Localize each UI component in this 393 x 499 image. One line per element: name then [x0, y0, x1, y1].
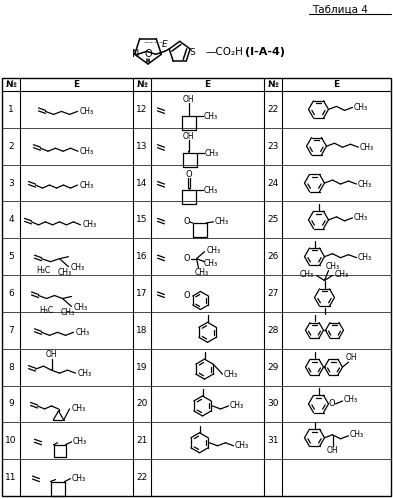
Text: O: O	[328, 400, 335, 409]
Text: CH₃: CH₃	[72, 405, 86, 414]
Text: 1: 1	[8, 105, 14, 114]
Text: (I-A-4): (I-A-4)	[245, 47, 285, 57]
Text: 12: 12	[136, 105, 148, 114]
Text: O: O	[185, 170, 192, 179]
Text: №: №	[6, 80, 17, 89]
Text: N: N	[132, 49, 140, 59]
Text: O: O	[183, 254, 190, 263]
Text: CH₃: CH₃	[343, 395, 358, 405]
Text: CH₃: CH₃	[204, 259, 218, 268]
Text: 26: 26	[267, 252, 279, 261]
Text: O: O	[144, 49, 152, 59]
Bar	[2, 78, 391, 496]
Text: CH₃: CH₃	[235, 441, 248, 450]
Text: ~~~~: ~~~~	[144, 40, 165, 45]
Text: 22: 22	[136, 473, 148, 482]
Text: CH₃: CH₃	[77, 369, 92, 378]
Text: CH₃: CH₃	[61, 308, 75, 317]
Text: CH₃: CH₃	[83, 221, 97, 230]
Text: CH₃: CH₃	[73, 303, 88, 312]
Text: CH₃: CH₃	[360, 143, 374, 152]
Text: 18: 18	[136, 326, 148, 335]
Text: CH₃: CH₃	[75, 328, 90, 337]
Text: 15: 15	[136, 216, 148, 225]
Text: №: №	[268, 80, 278, 89]
Text: CH₃: CH₃	[215, 218, 229, 227]
Text: 4: 4	[8, 216, 14, 225]
Text: 17: 17	[136, 289, 148, 298]
Text: CH₃: CH₃	[206, 246, 220, 255]
Text: 23: 23	[267, 142, 279, 151]
Text: 25: 25	[267, 216, 279, 225]
Text: 20: 20	[136, 400, 148, 409]
Text: CH₃: CH₃	[79, 107, 94, 116]
Text: 24: 24	[267, 179, 279, 188]
Text: CH₃: CH₃	[204, 186, 218, 195]
Text: CH₃: CH₃	[204, 149, 219, 158]
Text: CH₃: CH₃	[358, 180, 371, 189]
Text: CH₃: CH₃	[353, 103, 367, 112]
Text: CH₃: CH₃	[204, 112, 218, 121]
Text: CH₃: CH₃	[353, 214, 367, 223]
Text: 6: 6	[8, 289, 14, 298]
Text: H₃C: H₃C	[37, 266, 51, 275]
Text: CH₃: CH₃	[195, 268, 209, 277]
Text: 9: 9	[8, 400, 14, 409]
Text: CH₃: CH₃	[349, 430, 364, 439]
Text: E: E	[73, 80, 79, 89]
Text: 28: 28	[267, 326, 279, 335]
Text: CH₃: CH₃	[70, 263, 84, 272]
Text: 11: 11	[5, 473, 17, 482]
Text: 22: 22	[267, 105, 279, 114]
Text: 5: 5	[8, 252, 14, 261]
Text: 13: 13	[136, 142, 148, 151]
Text: CH₃: CH₃	[80, 147, 94, 156]
Text: 30: 30	[267, 400, 279, 409]
Text: CH₃: CH₃	[230, 402, 244, 411]
Text: CH₃: CH₃	[334, 270, 349, 279]
Text: №: №	[136, 80, 147, 89]
Text: E: E	[333, 80, 340, 89]
Text: 14: 14	[136, 179, 148, 188]
Text: OH: OH	[183, 132, 194, 141]
Text: 31: 31	[267, 436, 279, 445]
Text: OH: OH	[346, 353, 357, 362]
Text: H₃C: H₃C	[39, 306, 53, 315]
Text: O: O	[183, 218, 190, 227]
Text: 27: 27	[267, 289, 279, 298]
Text: OH: OH	[46, 350, 57, 359]
Text: 8: 8	[8, 363, 14, 372]
Text: E: E	[162, 40, 167, 49]
Text: 21: 21	[136, 436, 148, 445]
Text: OH: OH	[183, 95, 194, 104]
Text: OH: OH	[327, 446, 338, 455]
Text: —CO₂H: —CO₂H	[206, 47, 244, 57]
Text: CH₃: CH₃	[72, 474, 86, 483]
Text: 3: 3	[8, 179, 14, 188]
Text: 2: 2	[8, 142, 14, 151]
Text: 16: 16	[136, 252, 148, 261]
Text: CH₃: CH₃	[325, 262, 340, 271]
Text: 7: 7	[8, 326, 14, 335]
Text: 29: 29	[267, 363, 279, 372]
Text: CH₃: CH₃	[224, 370, 237, 379]
Text: S: S	[190, 48, 196, 57]
Text: 19: 19	[136, 363, 148, 372]
Text: CH₃: CH₃	[57, 268, 72, 277]
Text: E: E	[204, 80, 211, 89]
Text: Таблица 4: Таблица 4	[312, 5, 368, 15]
Text: O: O	[183, 291, 190, 300]
Text: 10: 10	[5, 436, 17, 445]
Text: CH₃: CH₃	[79, 181, 94, 190]
Text: CH₃: CH₃	[72, 437, 86, 446]
Text: CH₃: CH₃	[358, 253, 371, 262]
Text: CH₃: CH₃	[299, 270, 314, 279]
